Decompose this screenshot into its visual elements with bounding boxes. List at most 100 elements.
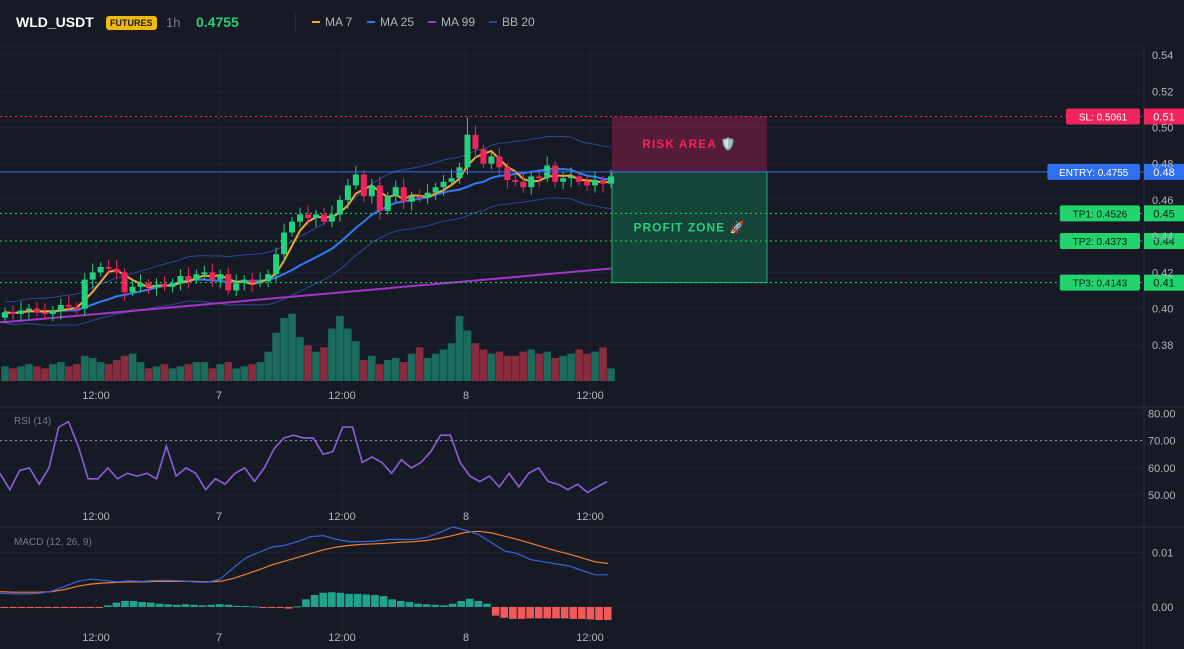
- price-tick-label: 0.44: [1152, 231, 1173, 243]
- sl-tick-box: [1144, 108, 1184, 125]
- candle-body: [185, 275, 192, 280]
- macd-panel[interactable]: MACD (12, 26, 9) 0.01 0.00 12:00 7 12:00 8 12:…: [0, 526, 1173, 644]
- macd-histogram-bar: [440, 605, 448, 607]
- rsi-panel[interactable]: RSI (14) 80.00 70.00 60.00 50.00 12:00 7 12:00…: [0, 408, 1176, 523]
- entry-tick-label: 0.48: [1153, 167, 1174, 179]
- volume-bar: [200, 362, 209, 381]
- volume-bar: [88, 357, 97, 381]
- legend-swatch-ma99: [428, 21, 436, 23]
- volume-bar: [80, 355, 89, 381]
- candle-body: [41, 312, 48, 314]
- volume-bar: [176, 366, 185, 381]
- candle-body: [408, 196, 415, 202]
- macd-histogram-bar: [543, 606, 552, 619]
- volume-bar: [49, 364, 57, 381]
- sl-label: SL: 0.5061: [1079, 112, 1128, 123]
- macd-histogram-bar: [0, 606, 9, 609]
- macd-histogram-bar: [500, 606, 509, 618]
- header-divider: [295, 14, 296, 32]
- candle-body: [328, 214, 335, 222]
- volume-bar: [503, 355, 512, 381]
- macd-histogram-bar: [147, 602, 155, 607]
- time-tick-label: 12:00: [576, 390, 604, 402]
- macd-histogram-bar: [422, 604, 431, 607]
- legend-label: MA 99: [441, 15, 476, 29]
- macd-histogram-bar: [405, 602, 414, 607]
- candle-body: [488, 156, 495, 164]
- macd-histogram-bar: [457, 600, 465, 607]
- price-tick-label: 0.48: [1152, 159, 1173, 171]
- volume-bar: [232, 368, 241, 381]
- legend-ma7[interactable]: MA 7: [312, 15, 352, 29]
- candle-body: [576, 176, 583, 182]
- time-tick-label: 12:00: [82, 390, 110, 402]
- macd-histogram-bar: [172, 604, 181, 607]
- candle-body: [161, 285, 168, 287]
- candle-body: [448, 178, 455, 182]
- macd-histogram-bar: [578, 606, 586, 619]
- rsi-tick-label: 80.00: [1148, 408, 1176, 420]
- legend-label: MA 25: [380, 15, 415, 29]
- macd-histogram-bar: [397, 600, 405, 607]
- volume-bar: [64, 366, 73, 381]
- macd-histogram-bar: [198, 605, 207, 607]
- bb-lower-line: [4, 197, 612, 326]
- volume-bar: [248, 364, 256, 381]
- volume-bar: [144, 368, 153, 381]
- legend-ma99[interactable]: MA 99: [428, 15, 475, 29]
- interval-selector[interactable]: 1h: [166, 15, 181, 30]
- candle-body: [352, 174, 359, 186]
- macd-histogram-bar: [86, 606, 95, 608]
- tp1-tick-box: [1144, 205, 1184, 222]
- volume-bar: [33, 366, 41, 381]
- macd-histogram-bar: [9, 606, 17, 609]
- macd-histogram-bar: [362, 594, 371, 607]
- volume-bar: [519, 351, 528, 381]
- tp3-label: TP3: 0.4143: [1073, 279, 1128, 290]
- legend-swatch-ma7: [312, 21, 320, 23]
- macd-histogram-bar: [431, 604, 440, 607]
- macd-histogram-bar: [250, 606, 259, 608]
- macd-histogram-bar: [509, 606, 517, 619]
- tp1-label-box: [1059, 205, 1140, 222]
- volume-bar: [415, 347, 424, 381]
- volume-bar: [591, 351, 599, 381]
- volume-bar: [168, 368, 177, 381]
- candle-body: [368, 185, 375, 197]
- macd-histogram-bar: [388, 599, 397, 607]
- symbol-name[interactable]: WLD_USDT: [16, 14, 94, 30]
- bollinger-bands: [4, 136, 612, 326]
- volume-bar: [272, 332, 280, 381]
- risk-area: [612, 116, 767, 172]
- candle-body: [25, 308, 32, 311]
- sl-tick-label: 0.51: [1153, 111, 1174, 123]
- macd-histogram-bar: [43, 606, 52, 609]
- candle-body: [177, 275, 184, 284]
- candle-body: [273, 254, 280, 275]
- candle-body: [233, 283, 240, 291]
- volume-bar: [447, 343, 456, 381]
- macd-histogram-bar: [181, 604, 190, 607]
- legend-ma25[interactable]: MA 25: [367, 15, 414, 29]
- macd-time-label: 12:00: [576, 632, 604, 644]
- macd-histogram-bar: [526, 606, 534, 619]
- macd-title: MACD (12, 26, 9): [14, 537, 92, 548]
- axes: 0.54 0.52 0.50 0.48 0.46 0.44 0.42 0.40 0.38 12:0…: [82, 50, 1173, 402]
- candle-body: [121, 272, 128, 293]
- candle-body: [145, 283, 152, 287]
- candle-body: [2, 312, 8, 318]
- volume-bar: [583, 353, 591, 381]
- candle-body: [592, 180, 599, 186]
- candle-body: [560, 178, 567, 182]
- macd-histogram-bar: [60, 606, 69, 609]
- candle-body: [57, 304, 64, 311]
- legend-swatch-ma25: [367, 21, 375, 23]
- rsi-line: [0, 420, 608, 494]
- grid: [0, 46, 1144, 649]
- candle-body: [169, 283, 176, 287]
- macd-histogram-bar: [328, 592, 336, 607]
- legend-bb20[interactable]: BB 20: [489, 15, 535, 29]
- bb-upper-line: [4, 136, 612, 303]
- rsi-tick-label: 70.00: [1148, 436, 1176, 448]
